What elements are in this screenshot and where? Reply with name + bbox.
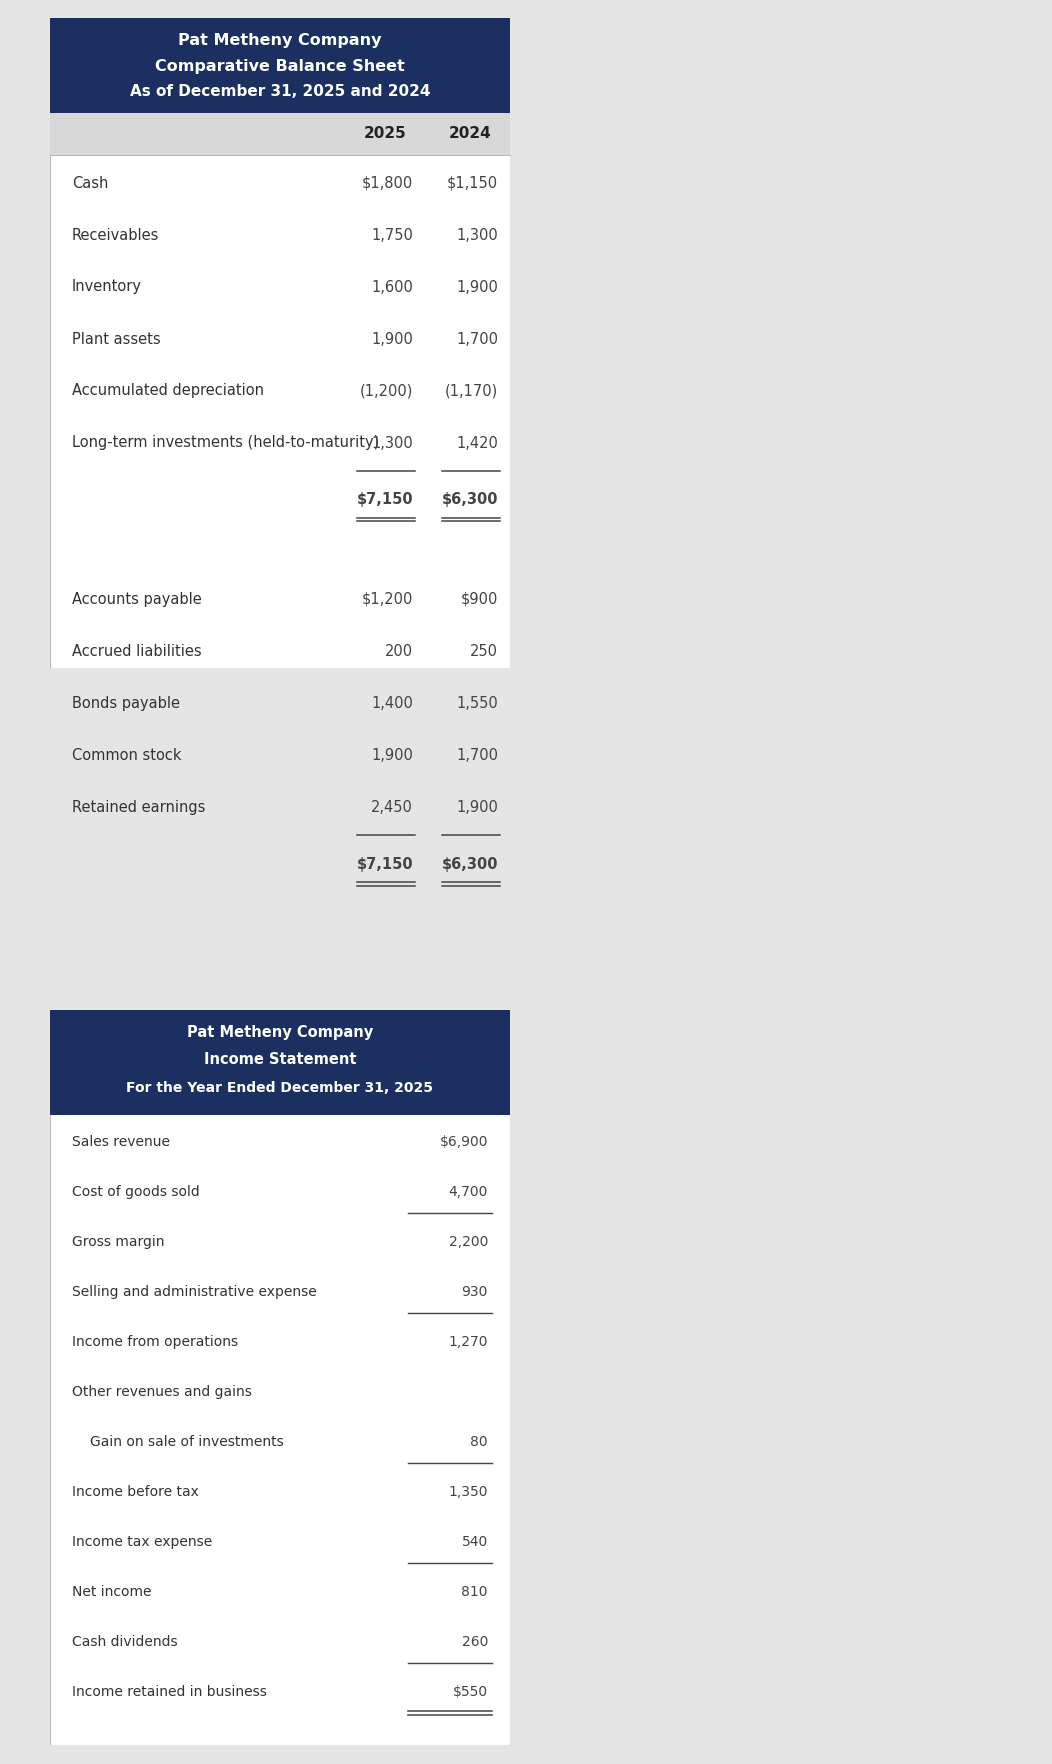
Text: Accrued liabilities: Accrued liabilities xyxy=(72,644,202,660)
Text: 930: 930 xyxy=(462,1284,488,1298)
Text: Other revenues and gains: Other revenues and gains xyxy=(72,1385,251,1399)
Text: 2025: 2025 xyxy=(364,127,406,141)
Text: Cash dividends: Cash dividends xyxy=(72,1635,178,1649)
Text: Common stock: Common stock xyxy=(72,748,182,764)
FancyBboxPatch shape xyxy=(50,18,510,113)
Text: $1,200: $1,200 xyxy=(362,593,413,607)
FancyBboxPatch shape xyxy=(50,18,510,669)
Text: 2,200: 2,200 xyxy=(448,1235,488,1249)
Text: 1,400: 1,400 xyxy=(371,697,413,711)
Text: Comparative Balance Sheet: Comparative Balance Sheet xyxy=(155,58,405,74)
Text: $6,900: $6,900 xyxy=(440,1134,488,1148)
Text: 1,270: 1,270 xyxy=(448,1335,488,1349)
Text: 200: 200 xyxy=(385,644,413,660)
Text: (1,170): (1,170) xyxy=(445,383,498,399)
Text: 2,450: 2,450 xyxy=(371,799,413,815)
Text: 1,300: 1,300 xyxy=(457,228,498,242)
Text: 250: 250 xyxy=(470,644,498,660)
Text: 1,420: 1,420 xyxy=(457,436,498,450)
Text: 1,900: 1,900 xyxy=(371,332,413,346)
Text: Inventory: Inventory xyxy=(72,279,142,295)
Text: $1,150: $1,150 xyxy=(447,175,498,191)
Text: Bonds payable: Bonds payable xyxy=(72,697,180,711)
Text: For the Year Ended December 31, 2025: For the Year Ended December 31, 2025 xyxy=(126,1081,433,1095)
Text: As of December 31, 2025 and 2024: As of December 31, 2025 and 2024 xyxy=(129,85,430,99)
Text: 1,550: 1,550 xyxy=(457,697,498,711)
Text: 540: 540 xyxy=(462,1535,488,1549)
Text: $550: $550 xyxy=(452,1685,488,1699)
Text: 1,350: 1,350 xyxy=(448,1485,488,1499)
Text: Income before tax: Income before tax xyxy=(72,1485,199,1499)
Text: 1,600: 1,600 xyxy=(371,279,413,295)
Text: 260: 260 xyxy=(462,1635,488,1649)
FancyBboxPatch shape xyxy=(50,1011,510,1745)
Text: Gross margin: Gross margin xyxy=(72,1235,164,1249)
Text: Cost of goods sold: Cost of goods sold xyxy=(72,1185,200,1200)
Text: Plant assets: Plant assets xyxy=(72,332,161,346)
Text: 1,900: 1,900 xyxy=(457,799,498,815)
FancyBboxPatch shape xyxy=(50,113,510,155)
Text: Pat Metheny Company: Pat Metheny Company xyxy=(187,1025,373,1039)
Text: Sales revenue: Sales revenue xyxy=(72,1134,170,1148)
Text: 1,700: 1,700 xyxy=(456,748,498,764)
Text: 1,700: 1,700 xyxy=(456,332,498,346)
Text: Income retained in business: Income retained in business xyxy=(72,1685,267,1699)
Text: Net income: Net income xyxy=(72,1586,151,1598)
Text: (1,200): (1,200) xyxy=(360,383,413,399)
Text: Pat Metheny Company: Pat Metheny Company xyxy=(178,32,382,48)
Text: 1,300: 1,300 xyxy=(371,436,413,450)
Text: 1,750: 1,750 xyxy=(371,228,413,242)
Text: $900: $900 xyxy=(461,593,498,607)
Text: 2024: 2024 xyxy=(448,127,491,141)
Text: 80: 80 xyxy=(470,1434,488,1448)
FancyBboxPatch shape xyxy=(50,1011,510,1115)
Text: Accumulated depreciation: Accumulated depreciation xyxy=(72,383,264,399)
Text: Income tax expense: Income tax expense xyxy=(72,1535,213,1549)
Text: $6,300: $6,300 xyxy=(442,857,498,871)
Text: Receivables: Receivables xyxy=(72,228,159,242)
Text: $1,800: $1,800 xyxy=(362,175,413,191)
Text: 1,900: 1,900 xyxy=(457,279,498,295)
Text: $7,150: $7,150 xyxy=(357,857,413,871)
Text: Long-term investments (held-to-maturity): Long-term investments (held-to-maturity) xyxy=(72,436,380,450)
Text: Income Statement: Income Statement xyxy=(204,1053,357,1067)
Text: Cash: Cash xyxy=(72,175,108,191)
Text: Accounts payable: Accounts payable xyxy=(72,593,202,607)
Text: $6,300: $6,300 xyxy=(442,492,498,506)
Text: 1,900: 1,900 xyxy=(371,748,413,764)
Text: Selling and administrative expense: Selling and administrative expense xyxy=(72,1284,317,1298)
Text: 4,700: 4,700 xyxy=(448,1185,488,1200)
Text: 810: 810 xyxy=(462,1586,488,1598)
Text: Income from operations: Income from operations xyxy=(72,1335,238,1349)
Text: Gain on sale of investments: Gain on sale of investments xyxy=(90,1434,284,1448)
Text: $7,150: $7,150 xyxy=(357,492,413,506)
Text: Retained earnings: Retained earnings xyxy=(72,799,205,815)
